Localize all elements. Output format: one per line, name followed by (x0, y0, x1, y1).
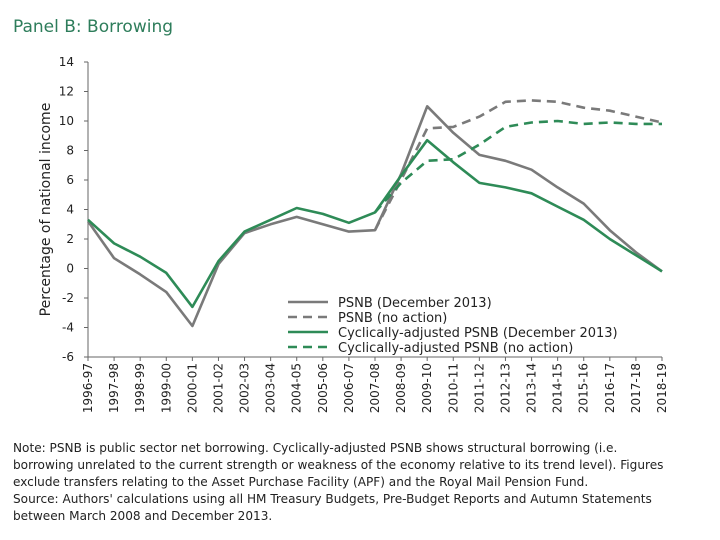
y-tick-label: 14 (59, 55, 74, 69)
x-tick-label: 2005-06 (316, 363, 330, 413)
x-tick-label: 2018-19 (655, 363, 669, 413)
x-tick-label: 1997-98 (107, 363, 121, 413)
chart-axes: 14 12 10 8 6 4 2 0 -2 -4 -6 Percentage of national … (38, 55, 669, 413)
x-tick-label: 2002-03 (238, 363, 252, 413)
y-tick-label: 12 (59, 85, 74, 99)
x-tick-label: 2003-04 (264, 363, 278, 413)
y-tick-label: 10 (59, 114, 74, 128)
x-tick-label: 2001-02 (211, 363, 225, 413)
series-line-3 (87, 138, 663, 309)
note-line: Note: PSNB is public sector net borrowin… (13, 441, 618, 455)
y-tick-label: -2 (62, 291, 74, 305)
x-tick-label: 2016-17 (603, 363, 617, 413)
y-tick-label: -4 (62, 321, 74, 335)
x-tick-label: 2017-18 (629, 363, 643, 413)
borrowing-line-chart: 14 12 10 8 6 4 2 0 -2 -4 -6 Percentage of national … (38, 55, 669, 413)
x-tick-label: 2008-09 (394, 363, 408, 413)
legend-label: Cyclically-adjusted PSNB (December 2013) (338, 326, 618, 341)
y-tick-label: -6 (62, 350, 74, 364)
note-line: between March 2008 and December 2013. (13, 509, 273, 523)
legend-label: PSNB (December 2013) (338, 296, 492, 311)
series-line-2 (373, 99, 663, 231)
y-tick-label: 8 (66, 144, 74, 158)
x-tick-label: 1996-97 (81, 363, 95, 413)
chart-series (86, 99, 663, 328)
y-tick-label: 2 (66, 232, 74, 246)
y-tick-label: 0 (66, 262, 74, 276)
x-tick-label: 2014-15 (551, 363, 565, 413)
x-tick-label: 2015-16 (577, 363, 591, 413)
note-line: borrowing unrelated to the current stren… (13, 458, 664, 472)
chart-note: Note: PSNB is public sector net borrowin… (13, 440, 713, 525)
x-tick-label: 2013-14 (525, 363, 539, 413)
x-tick-label: 1998-99 (133, 363, 147, 413)
x-tick-label: 2010-11 (446, 363, 460, 413)
note-line: Source: Authors' calculations using all … (13, 492, 652, 506)
x-tick-label: 2000-01 (185, 363, 199, 413)
y-tick-label: 4 (66, 203, 74, 217)
x-tick-label: 1999-00 (159, 363, 173, 413)
y-axis-label: Percentage of national income (38, 103, 54, 317)
chart-legend: PSNB (December 2013)PSNB (no action)Cycl… (288, 296, 618, 356)
x-tick-label: 2007-08 (368, 363, 382, 413)
panel-title: Panel B: Borrowing (13, 17, 174, 37)
note-line: exclude transfers relating to the Asset … (13, 475, 589, 489)
x-tick-label: 2012-13 (498, 363, 512, 413)
x-tick-label: 2004-05 (290, 363, 304, 413)
x-tick-label: 2006-07 (342, 363, 356, 413)
legend-label: PSNB (no action) (338, 311, 447, 326)
series-line-4 (374, 119, 662, 214)
x-tick-label: 2011-12 (472, 363, 486, 413)
y-tick-label: 6 (66, 173, 74, 187)
legend-label: Cyclically-adjusted PSNB (no action) (338, 341, 573, 356)
x-tick-label: 2009-10 (420, 363, 434, 413)
